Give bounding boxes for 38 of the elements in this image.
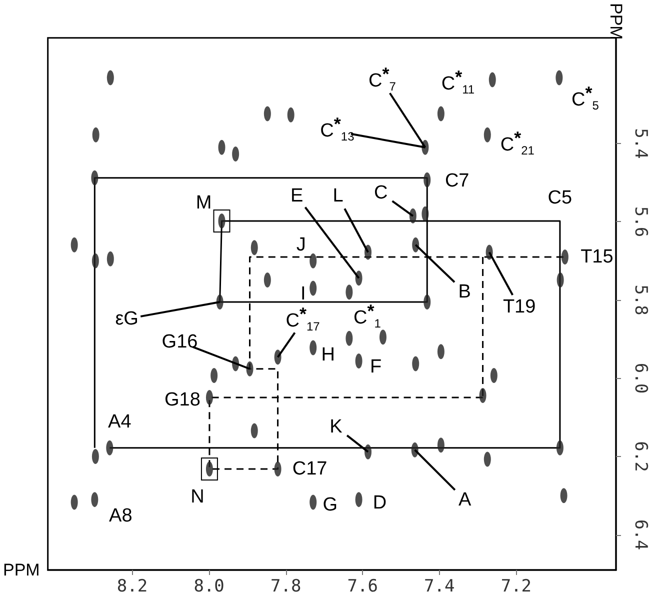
y-tick-label: 5.4 (630, 128, 649, 159)
annotation: L (332, 186, 344, 207)
annotation: D (372, 492, 387, 514)
x-tick-label: 7.4 (424, 576, 455, 596)
x-tick-label: 8.2 (116, 576, 148, 596)
annotation: C5 (548, 187, 572, 208)
annotation: A4 (108, 411, 132, 432)
annotation: B (458, 281, 471, 302)
x-tick-label: 7.6 (347, 576, 378, 596)
x-tick-label: 7.8 (270, 576, 302, 596)
annotation: εG (115, 308, 138, 330)
annotation: N (190, 486, 204, 508)
y-tick-label: 5.8 (630, 284, 649, 316)
annotation: C7 (444, 170, 470, 192)
annotation: C17 (292, 458, 328, 480)
annotation: H (321, 344, 335, 366)
annotation: E (290, 186, 304, 207)
annotation: T15 (580, 246, 614, 268)
x-tick-label: 7.2 (500, 576, 532, 596)
annotation: G18 (164, 390, 200, 411)
annotation: J (296, 234, 306, 256)
annotation: G (322, 494, 338, 516)
y-tick-label: 5.6 (630, 206, 649, 238)
annotation: F (370, 356, 382, 378)
annotation: M (196, 192, 212, 214)
annotation: A8 (109, 505, 132, 526)
y-tick-label: 6.2 (630, 441, 649, 472)
x-tick-label: 8.0 (194, 576, 224, 596)
annotation: C (374, 182, 388, 204)
x-axis-title: PPM (2, 560, 40, 580)
annotation: K (330, 416, 342, 438)
y-tick-label: 6.4 (630, 519, 649, 550)
annotation: T19 (502, 296, 536, 318)
y-tick-label: 6.0 (630, 362, 649, 394)
y-axis-title: PPM (606, 2, 626, 40)
annotation: A (458, 489, 472, 510)
annotation: I (300, 284, 306, 305)
annotation: G16 (162, 331, 198, 352)
